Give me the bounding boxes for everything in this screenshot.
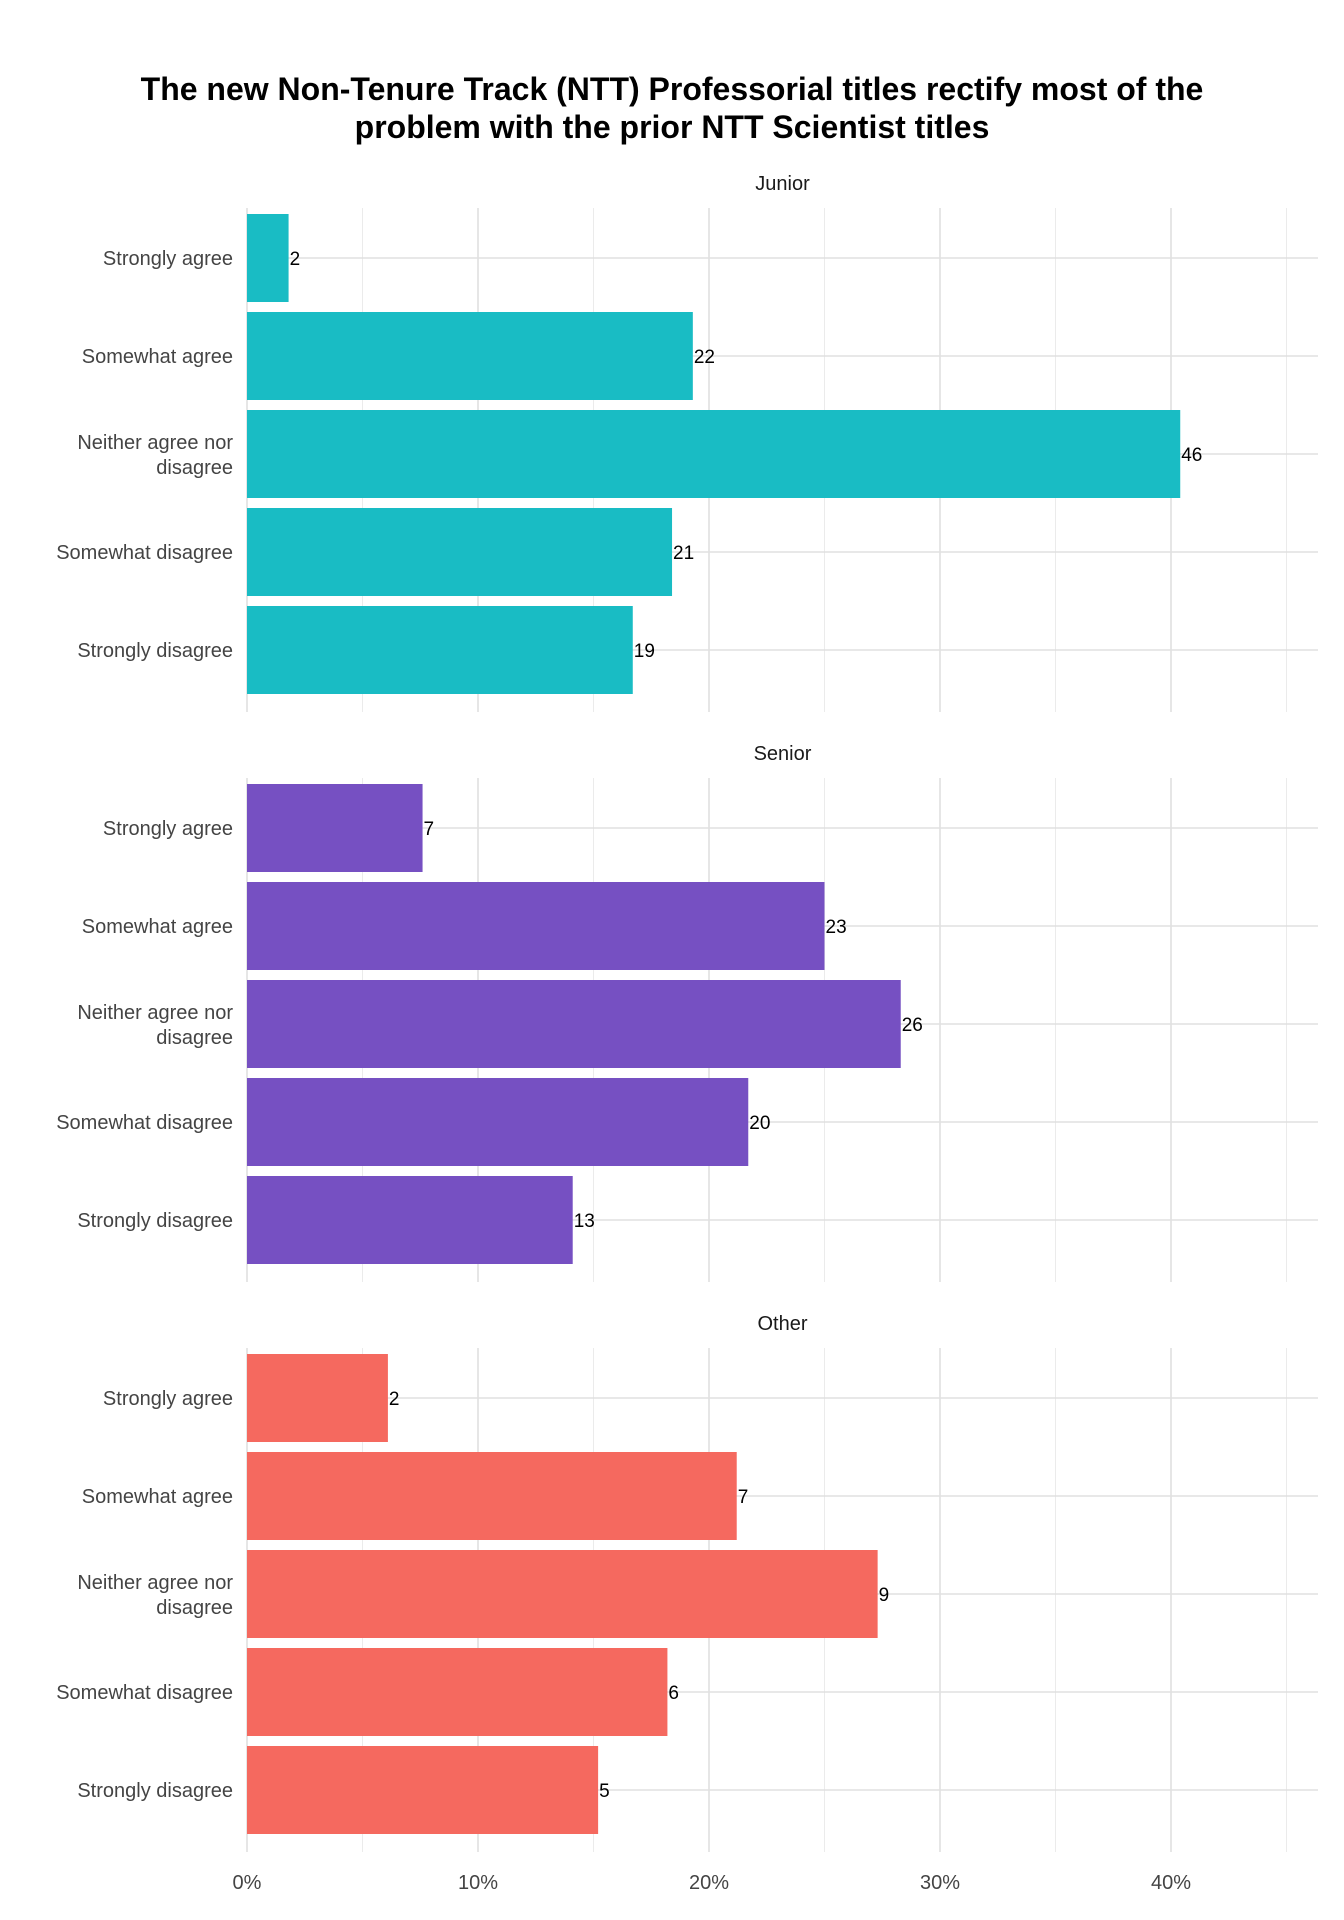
bar-value-label: 2 <box>389 1389 400 1410</box>
bar <box>247 1078 749 1166</box>
category-label: Neither agree nor disagree <box>77 1002 233 1049</box>
bar <box>247 312 693 400</box>
bar <box>247 784 423 872</box>
bar <box>247 1648 668 1736</box>
bar-value-label: 46 <box>1181 445 1202 466</box>
bar <box>247 1176 573 1264</box>
category-label: Somewhat agree <box>82 346 233 368</box>
chart-title-line-1: The new Non-Tenure Track (NTT) Professor… <box>140 71 1204 107</box>
category-label: Neither agree nor disagree <box>77 1572 233 1619</box>
x-tick-label: 20% <box>689 1872 729 1894</box>
panel-senior: Senior 7 Strongly agree 23 Somewhat agree 26 N… <box>56 743 1318 1282</box>
category-label: Strongly disagree <box>77 1780 233 1802</box>
bar <box>247 980 901 1068</box>
bar-value-label: 22 <box>694 347 715 368</box>
bar-value-label: 23 <box>826 917 847 938</box>
category-label: Neither agree nor disagree <box>77 432 233 479</box>
bar-value-label: 26 <box>902 1015 923 1036</box>
bar <box>247 1550 878 1638</box>
bar <box>247 1452 737 1540</box>
bar-value-label: 7 <box>424 819 435 840</box>
x-tick-label: 0% <box>233 1872 262 1894</box>
category-label: Somewhat disagree <box>56 542 233 564</box>
category-label: Strongly agree <box>103 248 233 270</box>
category-label: Somewhat agree <box>82 1486 233 1508</box>
bar <box>247 214 289 302</box>
category-label: Strongly agree <box>103 1388 233 1410</box>
bar <box>247 508 673 596</box>
x-tick-label: 30% <box>920 1872 960 1894</box>
category-label: Somewhat agree <box>82 916 233 938</box>
bar <box>247 410 1181 498</box>
panel-strip-label: Other <box>757 1313 807 1335</box>
category-label: Somewhat disagree <box>56 1682 233 1704</box>
bar-value-label: 21 <box>673 543 694 564</box>
x-tick-label: 40% <box>1151 1872 1191 1894</box>
panel-strip-label: Senior <box>754 743 812 765</box>
bar-value-label: 7 <box>738 1487 749 1508</box>
chart-title-line-2: problem with the prior NTT Scientist tit… <box>354 109 990 145</box>
category-label: Strongly agree <box>103 818 233 840</box>
x-tick-label: 10% <box>458 1872 498 1894</box>
bar-value-label: 20 <box>749 1113 770 1134</box>
category-label: Somewhat disagree <box>56 1112 233 1134</box>
bar <box>247 1746 599 1834</box>
bar-value-label: 13 <box>574 1211 595 1232</box>
panel-other: Other 2 Strongly agree 7 Somewhat agree 9 Neit… <box>56 1313 1318 1852</box>
bar-value-label: 5 <box>599 1781 610 1802</box>
bar-value-label: 6 <box>668 1683 679 1704</box>
bar <box>247 1354 388 1442</box>
bar <box>247 606 633 694</box>
category-label: Strongly disagree <box>77 640 233 662</box>
panel-junior: Junior 2 Strongly agree 22 Somewhat agree 46 N… <box>56 173 1318 712</box>
bar-value-label: 2 <box>290 249 301 270</box>
category-label: Strongly disagree <box>77 1210 233 1232</box>
bar <box>247 882 825 970</box>
panel-strip-label: Junior <box>755 173 810 195</box>
bar-value-label: 9 <box>879 1585 890 1606</box>
bar-value-label: 19 <box>634 641 655 662</box>
chart-title: The new Non-Tenure Track (NTT) Professor… <box>0 70 1344 146</box>
